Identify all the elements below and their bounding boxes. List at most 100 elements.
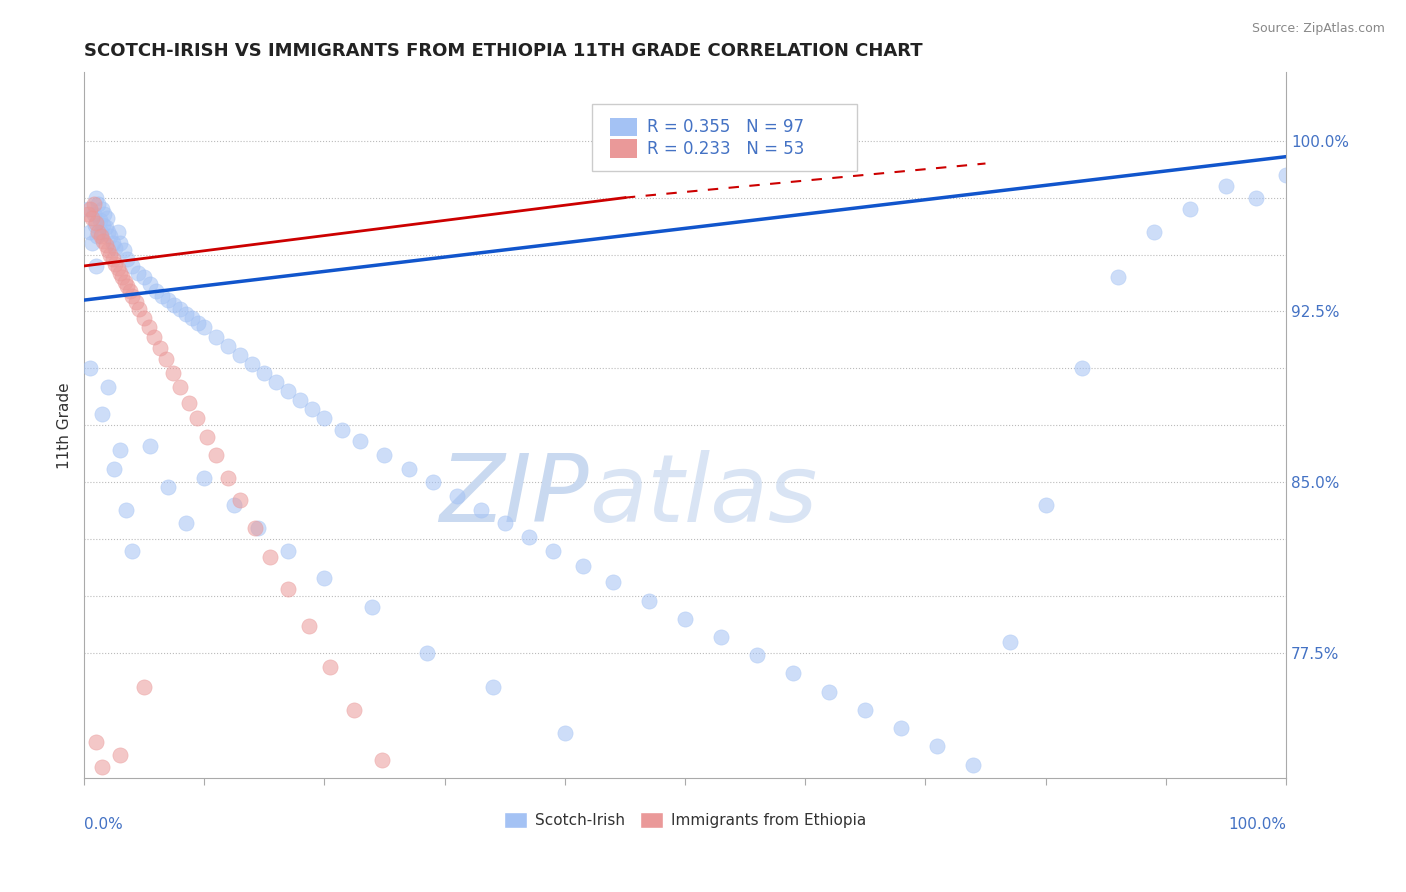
Point	[83, 218, 105, 232]
Point	[76, 202, 98, 216]
Point	[114, 275, 136, 289]
Point	[217, 471, 239, 485]
Point	[163, 298, 186, 312]
Point	[101, 236, 124, 251]
Point	[91, 760, 114, 774]
Point	[224, 498, 246, 512]
Point	[87, 225, 110, 239]
Point	[83, 206, 105, 220]
Point	[343, 703, 366, 717]
Point	[602, 575, 624, 590]
Point	[301, 402, 323, 417]
Point	[710, 630, 733, 644]
Point	[145, 284, 167, 298]
Point	[107, 261, 129, 276]
Point	[142, 329, 165, 343]
Point	[107, 225, 129, 239]
Point	[112, 243, 135, 257]
Text: atlas: atlas	[589, 450, 817, 541]
Point	[121, 288, 143, 302]
Point	[446, 489, 468, 503]
Point	[673, 612, 696, 626]
Point	[157, 293, 180, 307]
Point	[243, 521, 266, 535]
Point	[277, 384, 299, 399]
Point	[240, 357, 263, 371]
Point	[1070, 361, 1092, 376]
Text: 0.0%: 0.0%	[84, 817, 122, 832]
Point	[149, 341, 172, 355]
Point	[101, 252, 124, 266]
Point	[108, 236, 131, 251]
Point	[89, 213, 111, 227]
Point	[277, 543, 299, 558]
Point	[517, 530, 540, 544]
Point	[84, 216, 107, 230]
Point	[1178, 202, 1201, 216]
FancyBboxPatch shape	[610, 118, 637, 136]
Point	[108, 443, 131, 458]
Point	[79, 225, 101, 239]
Point	[1215, 179, 1237, 194]
Point	[361, 600, 384, 615]
Point	[84, 191, 107, 205]
Point	[100, 229, 122, 244]
Point	[174, 307, 197, 321]
Point	[132, 270, 155, 285]
Point	[439, 871, 461, 886]
Text: Source: ZipAtlas.com: Source: ZipAtlas.com	[1251, 22, 1385, 36]
Point	[83, 197, 105, 211]
Point	[638, 593, 661, 607]
Point	[187, 316, 209, 330]
Point	[186, 411, 208, 425]
Point	[97, 379, 120, 393]
Point	[139, 277, 162, 292]
Point	[572, 559, 595, 574]
Point	[132, 680, 155, 694]
Y-axis label: 11th Grade: 11th Grade	[58, 382, 72, 468]
Point	[87, 197, 110, 211]
Text: SCOTCH-IRISH VS IMMIGRANTS FROM ETHIOPIA 11TH GRADE CORRELATION CHART: SCOTCH-IRISH VS IMMIGRANTS FROM ETHIOPIA…	[84, 42, 922, 60]
Point	[157, 480, 180, 494]
Point	[117, 252, 139, 266]
Point	[373, 448, 395, 462]
Point	[319, 659, 342, 673]
Point	[86, 229, 108, 244]
Point	[554, 725, 576, 739]
Point	[124, 295, 146, 310]
Point	[162, 366, 184, 380]
Point	[91, 202, 114, 216]
Point	[97, 225, 120, 239]
FancyBboxPatch shape	[610, 118, 637, 136]
FancyBboxPatch shape	[592, 104, 856, 171]
Point	[290, 393, 312, 408]
Point	[111, 270, 134, 285]
Point	[1107, 270, 1129, 285]
Point	[79, 202, 101, 216]
Point	[90, 225, 112, 239]
Point	[96, 211, 118, 226]
Point	[104, 257, 127, 271]
Point	[398, 461, 420, 475]
Point	[229, 348, 252, 362]
Point	[253, 366, 276, 380]
Point	[332, 423, 354, 437]
Point	[118, 284, 141, 298]
Point	[155, 352, 177, 367]
Point	[177, 395, 200, 409]
Point	[1035, 498, 1057, 512]
Point	[782, 666, 804, 681]
Point	[115, 502, 138, 516]
Point	[139, 439, 162, 453]
Point	[371, 753, 394, 767]
Point	[481, 680, 503, 694]
Point	[277, 582, 299, 597]
Point	[818, 684, 841, 698]
Point	[91, 218, 114, 232]
Point	[91, 234, 114, 248]
Point	[174, 516, 197, 531]
FancyBboxPatch shape	[610, 139, 637, 158]
Point	[314, 571, 336, 585]
Point	[195, 430, 218, 444]
Point	[108, 748, 131, 763]
